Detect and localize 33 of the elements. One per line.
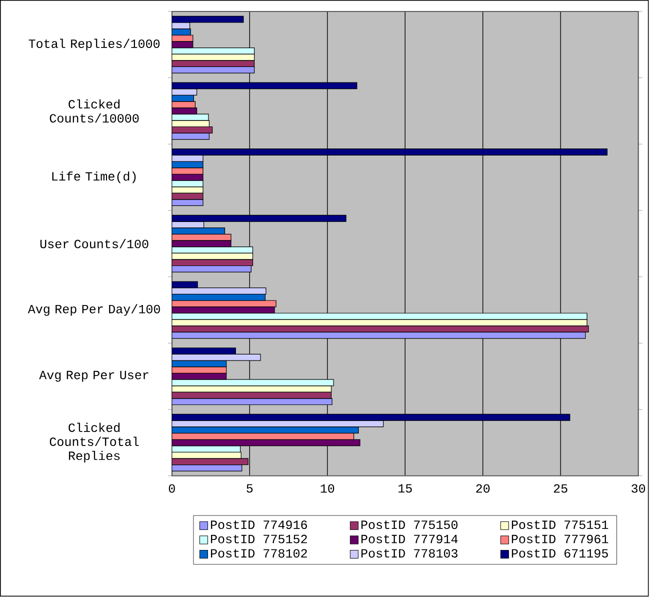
bar (172, 288, 266, 295)
legend-label: PostID 774916 (210, 520, 307, 530)
x-tick-label: 20 (476, 484, 490, 493)
x-tick-label: 5 (246, 484, 253, 493)
legend-label: PostID 777914 (361, 535, 458, 544)
legend-label: PostID 671195 (512, 549, 608, 558)
y-tick-label: Life Time(d) (52, 172, 136, 184)
y-tick-label: Clicked Counts/Total Replies (50, 422, 139, 463)
legend-label: PostID 778103 (361, 549, 458, 558)
bar (172, 148, 608, 156)
x-tick-label: 0 (168, 484, 175, 493)
y-tick-label: Avg Rep Per User (39, 371, 148, 382)
y-tick-label: Avg Rep Per Day/100 (28, 304, 160, 316)
bar (172, 326, 589, 333)
x-tick-label: 10 (320, 484, 334, 493)
bar (172, 60, 255, 68)
x-tick-label: 30 (632, 484, 646, 493)
y-tick-label: Clicked Counts/10000 (50, 100, 139, 123)
x-tick-label: 15 (398, 484, 412, 493)
bar (172, 108, 198, 115)
bar (172, 306, 275, 314)
legend-label: PostID 777961 (512, 535, 608, 544)
bar (172, 348, 236, 355)
legend-label: PostID 775152 (210, 535, 307, 544)
bar (172, 88, 198, 96)
bar (172, 199, 204, 206)
bar (172, 464, 242, 472)
legend-label: PostID 775150 (361, 520, 458, 530)
y-tick-label: User Counts/100 (40, 239, 148, 248)
y-tick-label: Total Replies/1000 (28, 38, 160, 51)
legend-label: PostID 775151 (512, 520, 608, 530)
x-tick-label: 25 (554, 484, 568, 493)
legend-label: PostID 778102 (210, 549, 307, 558)
